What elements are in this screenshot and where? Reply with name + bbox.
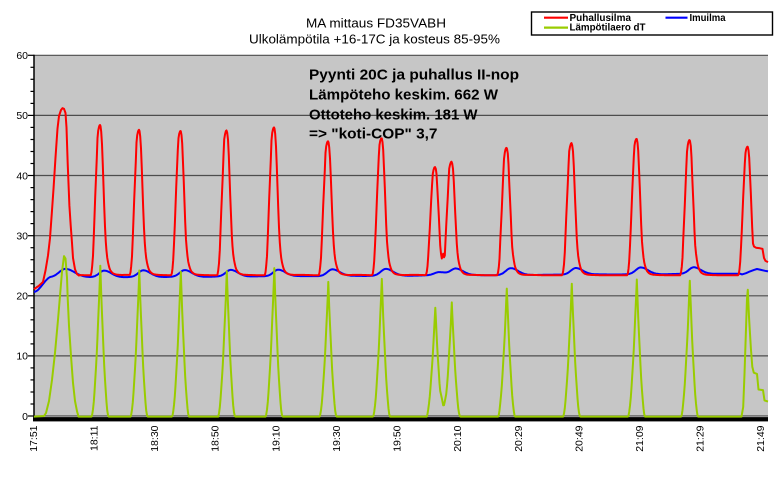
svg-text:50: 50 — [16, 110, 28, 122]
svg-text:18:11: 18:11 — [88, 425, 100, 451]
svg-text:Imuilma: Imuilma — [690, 12, 726, 24]
svg-text:18:50: 18:50 — [210, 425, 222, 451]
svg-text:=> "koti-COP" 3,7: => "koti-COP" 3,7 — [309, 126, 438, 143]
svg-text:20:29: 20:29 — [513, 425, 525, 451]
svg-text:18:30: 18:30 — [149, 425, 161, 451]
svg-text:19:10: 19:10 — [270, 425, 282, 451]
svg-text:17:51: 17:51 — [28, 425, 40, 451]
svg-text:30: 30 — [16, 231, 28, 243]
svg-text:Pyynti 20C ja puhallus II-nop: Pyynti 20C ja puhallus II-nop — [309, 66, 519, 83]
svg-text:20: 20 — [16, 291, 28, 303]
svg-text:Ulkolämpötila +16-17C ja koste: Ulkolämpötila +16-17C ja kosteus 85-95% — [249, 32, 500, 46]
svg-text:60: 60 — [16, 50, 28, 62]
svg-text:21:09: 21:09 — [634, 425, 646, 451]
svg-text:Lämpöteho keskim. 662 W: Lämpöteho keskim. 662 W — [309, 86, 499, 103]
svg-text:MA mittaus FD35VABH: MA mittaus FD35VABH — [306, 16, 446, 30]
svg-text:Lämpötilaero dT: Lämpötilaero dT — [570, 22, 647, 34]
svg-text:21:49: 21:49 — [755, 425, 767, 451]
svg-text:19:30: 19:30 — [331, 425, 343, 451]
svg-text:Puhallusilma: Puhallusilma — [570, 12, 632, 24]
svg-text:10: 10 — [16, 351, 28, 363]
svg-text:0: 0 — [22, 411, 28, 423]
svg-text:21:29: 21:29 — [695, 425, 707, 451]
svg-text:Ottoteho keskim. 181 W: Ottoteho keskim. 181 W — [309, 106, 478, 123]
svg-text:20:10: 20:10 — [452, 425, 464, 451]
svg-text:19:50: 19:50 — [392, 425, 404, 451]
svg-text:40: 40 — [16, 170, 28, 182]
svg-text:20:49: 20:49 — [573, 425, 585, 451]
